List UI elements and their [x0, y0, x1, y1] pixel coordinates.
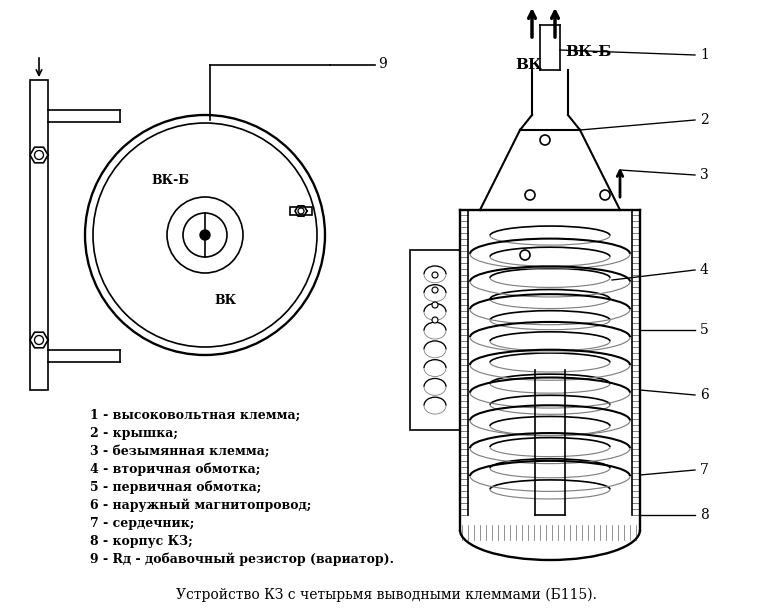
Text: 1 - высоковольтная клемма;: 1 - высоковольтная клемма; [90, 408, 300, 421]
Text: 5: 5 [700, 323, 709, 337]
Text: 2: 2 [700, 113, 709, 127]
Text: ВК: ВК [214, 293, 236, 307]
Text: 9: 9 [378, 57, 386, 71]
Text: ВК: ВК [515, 58, 542, 72]
Text: 6: 6 [700, 388, 709, 402]
Circle shape [600, 190, 610, 200]
Text: 3 - безымянная клемма;: 3 - безымянная клемма; [90, 445, 270, 458]
Text: 2 - крышка;: 2 - крышка; [90, 426, 178, 439]
Text: 7 - сердечник;: 7 - сердечник; [90, 516, 194, 530]
Text: ВК-Б: ВК-Б [151, 174, 189, 187]
Text: ВК-Б: ВК-Б [565, 45, 611, 59]
Text: 7: 7 [700, 463, 709, 477]
Text: 8: 8 [700, 508, 709, 522]
Text: 5 - первичная обмотка;: 5 - первичная обмотка; [90, 480, 261, 494]
Circle shape [432, 272, 438, 278]
Circle shape [432, 287, 438, 293]
Text: 6 - наружный магнитопровод;: 6 - наружный магнитопровод; [90, 498, 312, 512]
Bar [410, 250, 460, 430]
Circle shape [540, 135, 550, 145]
Text: 1: 1 [700, 48, 709, 62]
Text: Устройство КЗ с четырьмя выводными клеммами (Б115).: Устройство КЗ с четырьмя выводными клемм… [175, 588, 597, 602]
Circle shape [520, 250, 530, 260]
Circle shape [525, 190, 535, 200]
Text: 4 - вторичная обмотка;: 4 - вторичная обмотка; [90, 462, 261, 476]
Circle shape [432, 302, 438, 308]
Circle shape [432, 317, 438, 323]
Text: 4: 4 [700, 263, 709, 277]
Text: 3: 3 [700, 168, 709, 182]
Text: 9 - Rд - добавочный резистор (вариатор).: 9 - Rд - добавочный резистор (вариатор). [90, 553, 394, 565]
Text: 8 - корпус КЗ;: 8 - корпус КЗ; [90, 535, 192, 548]
Circle shape [200, 230, 210, 240]
